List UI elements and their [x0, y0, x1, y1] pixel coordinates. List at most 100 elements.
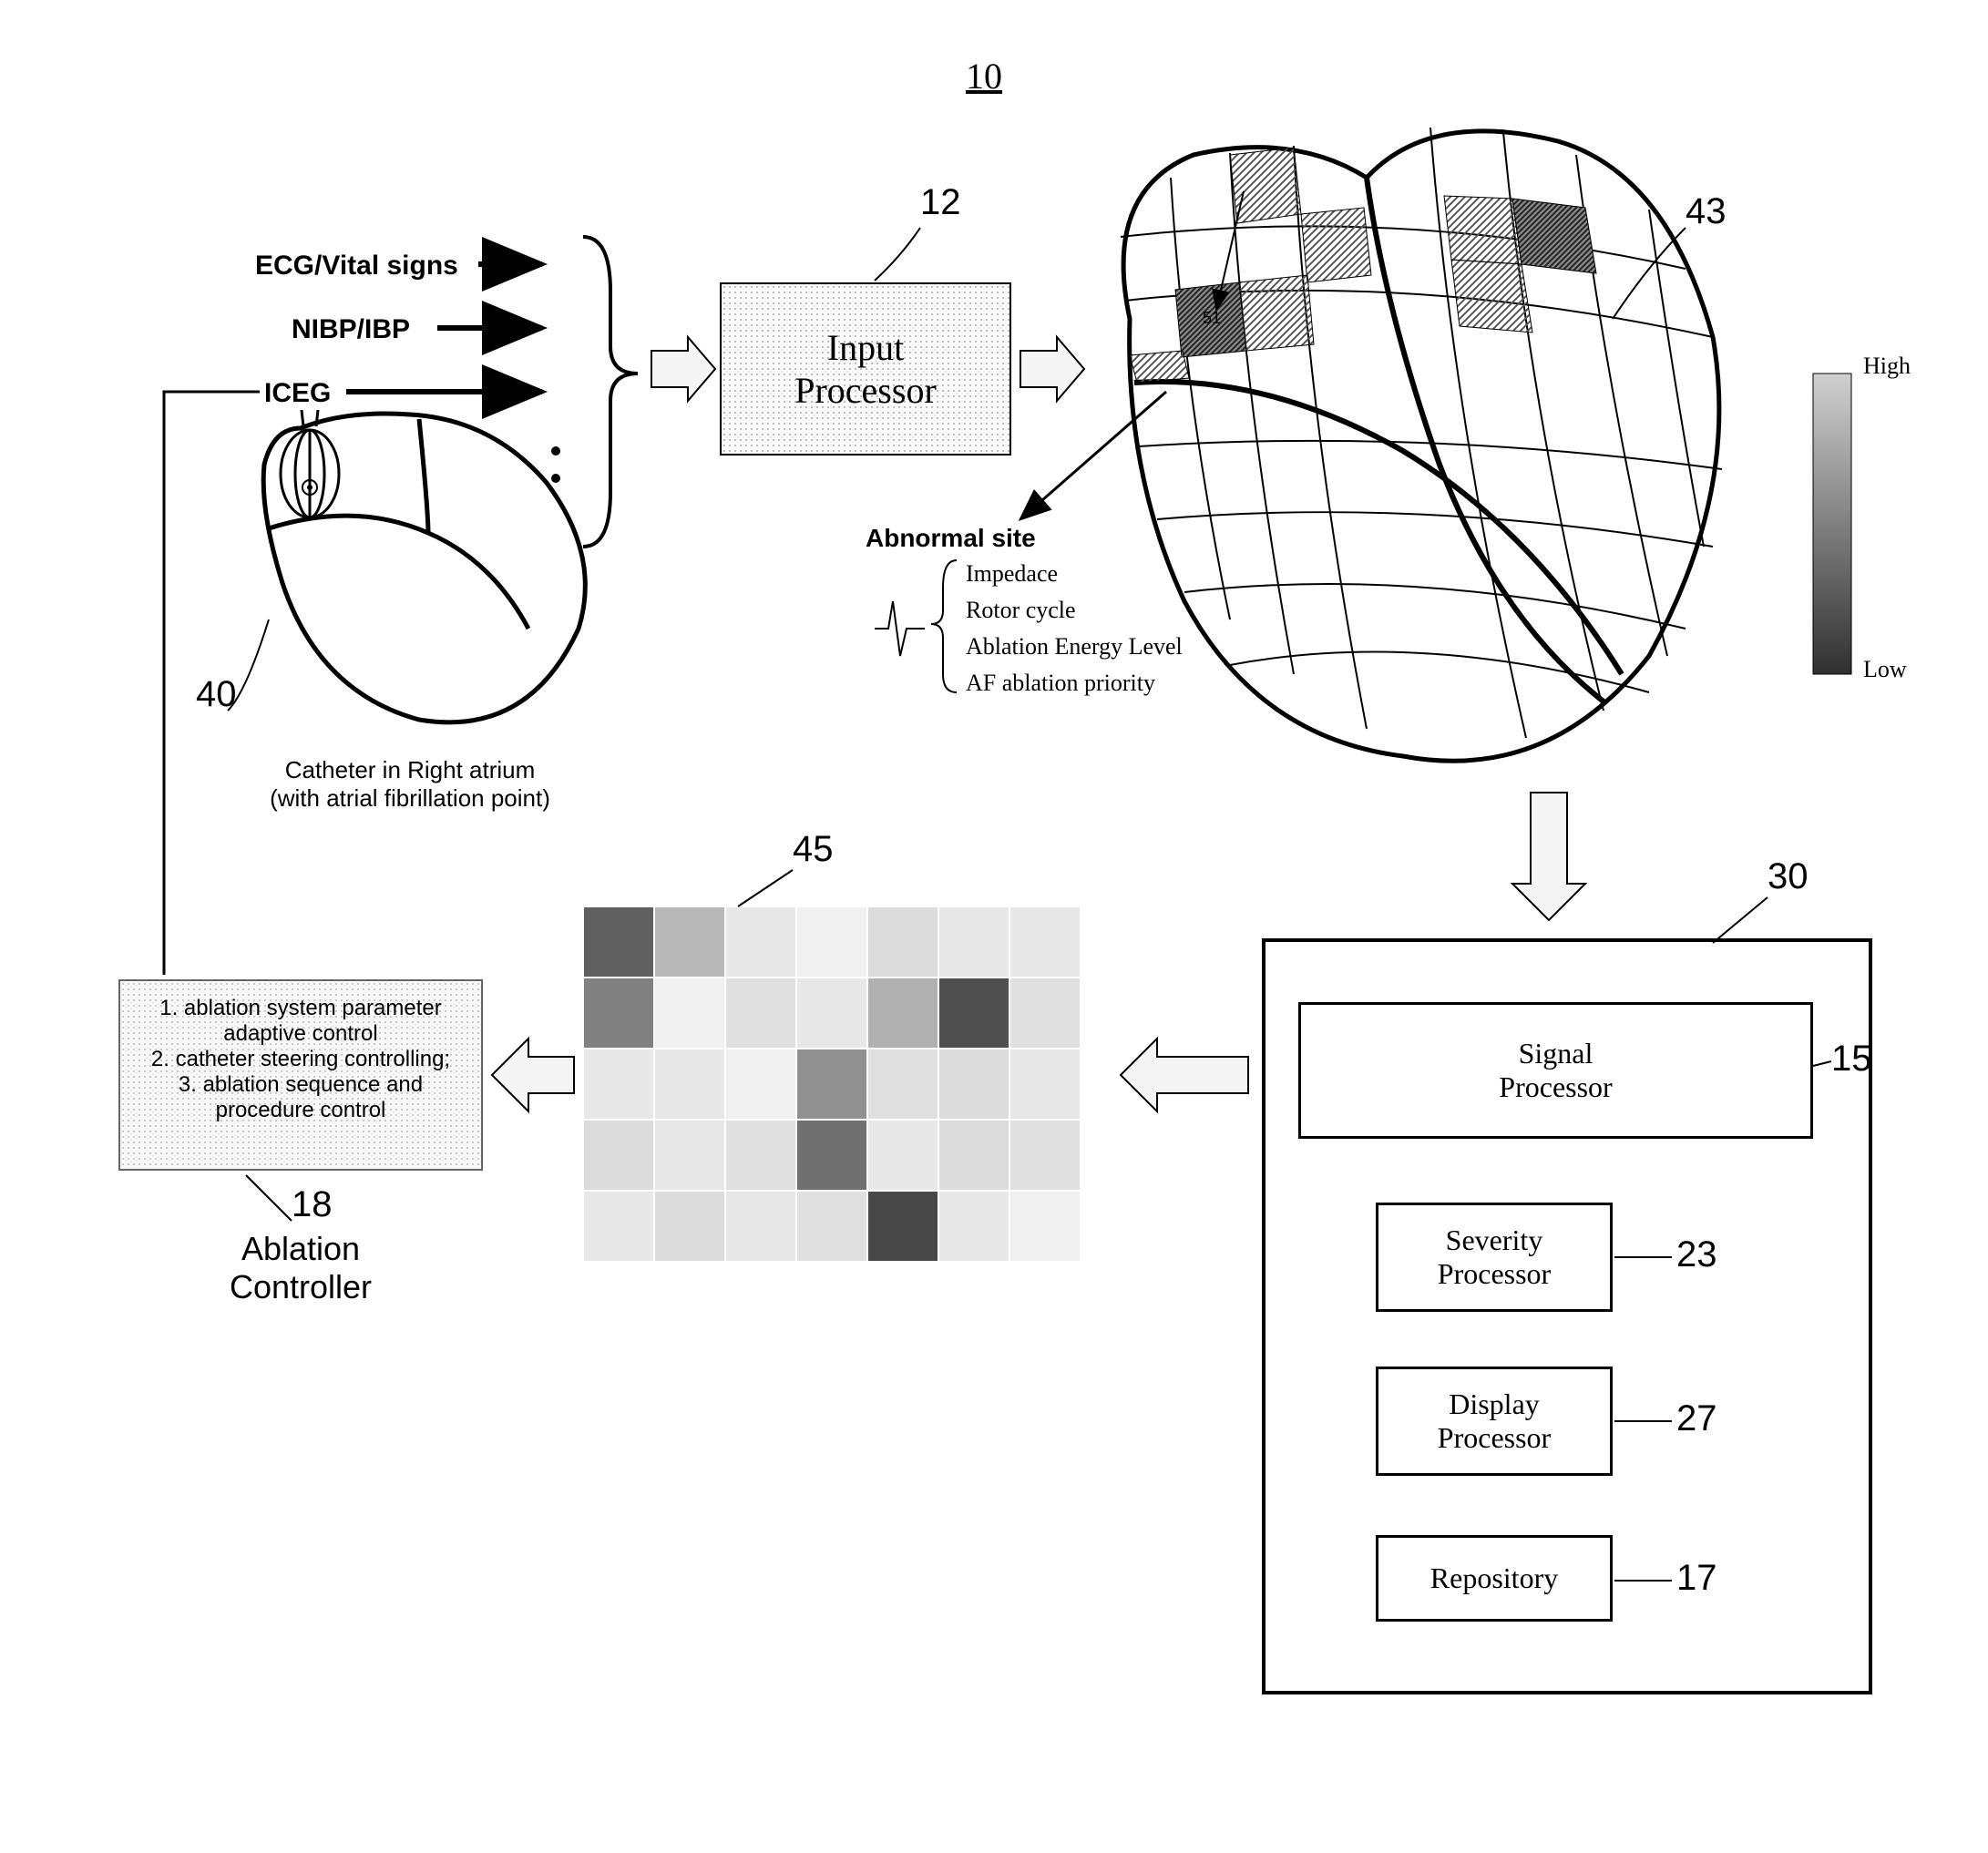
legend-high: High: [1863, 353, 1911, 380]
ref-30: 30: [1768, 856, 1809, 897]
ablation-controller-box: 1. ablation system parameter adaptive co…: [118, 979, 483, 1171]
heatmap-cell: [938, 1049, 1009, 1120]
block-arrow-3: [1512, 793, 1585, 920]
large-heart-icon: [1121, 128, 1722, 761]
ecg-spike-icon: [875, 601, 925, 656]
heatmap-cell: [867, 906, 938, 978]
ref-23: 23: [1676, 1234, 1717, 1275]
heatmap-cell: [725, 978, 796, 1049]
heatmap-cell: [654, 1049, 725, 1120]
display-l2: Processor: [1438, 1421, 1551, 1455]
leader-45: [738, 870, 793, 906]
heatmap-cell: [583, 1191, 654, 1262]
heatmap-cell: [583, 1049, 654, 1120]
heatmap-cell: [583, 1120, 654, 1191]
ablation-title: Ablation Controller: [196, 1230, 405, 1306]
heatmap-cell: [725, 1120, 796, 1191]
ablation-title-1: Ablation: [196, 1230, 405, 1268]
heatmap-cell: [654, 978, 725, 1049]
ablation-line2: adaptive control: [135, 1021, 466, 1047]
ref-43: 43: [1686, 191, 1727, 232]
heatmap-cell: [796, 978, 867, 1049]
heatmap-cell: [867, 1120, 938, 1191]
ablation-line5: procedure control: [135, 1098, 466, 1123]
block-arrow-5: [492, 1039, 574, 1111]
ablation-line4: 3. ablation sequence and: [135, 1072, 466, 1098]
input-processor-label-1: Input: [827, 326, 904, 369]
input-processor-box: Input Processor: [720, 282, 1011, 456]
display-processor-box: Display Processor: [1376, 1367, 1613, 1476]
heatmap-grid: [583, 906, 1081, 1262]
ablation-line1: 1. ablation system parameter: [135, 996, 466, 1021]
heatmap-cell: [1009, 978, 1081, 1049]
repository-box: Repository: [1376, 1535, 1613, 1622]
heatmap-cell: [725, 1191, 796, 1262]
signal-processor-l2: Processor: [1499, 1070, 1612, 1104]
signal-nibp: NIBP/IBP: [292, 314, 410, 345]
caption-l1: Catheter in Right atrium: [246, 756, 574, 784]
display-l1: Display: [1449, 1387, 1540, 1421]
signal-iceg: ICEG: [264, 378, 331, 409]
ref-18: 18: [292, 1184, 333, 1225]
ref-12: 12: [920, 182, 961, 223]
site-51-marker: 51: [1203, 309, 1221, 327]
abnormal-item-3: AF ablation priority: [966, 670, 1155, 697]
abnormal-title: Abnormal site: [866, 524, 1036, 553]
severity-l1: Severity: [1446, 1223, 1543, 1257]
heatmap-cell: [583, 906, 654, 978]
leader-18: [246, 1175, 292, 1221]
legend-gradient: [1813, 374, 1851, 674]
heatmap-cell: [867, 978, 938, 1049]
heatmap-cell: [1009, 1049, 1081, 1120]
heatmap-cell: [1009, 906, 1081, 978]
caption-l2: (with atrial fibrillation point): [246, 784, 574, 813]
severity-processor-box: Severity Processor: [1376, 1203, 1613, 1312]
signal-processor-l1: Signal: [1519, 1037, 1593, 1070]
curly-brace-signals: [583, 237, 638, 547]
heatmap-cell: [583, 978, 654, 1049]
block-arrow-4: [1121, 1039, 1248, 1111]
heatmap-cell: [725, 906, 796, 978]
ref-15: 15: [1831, 1039, 1872, 1080]
severity-l2: Processor: [1438, 1257, 1551, 1291]
heatmap-cell: [654, 906, 725, 978]
heatmap-cell: [796, 1191, 867, 1262]
heatmap-cell: [725, 1049, 796, 1120]
ref-17: 17: [1676, 1558, 1717, 1599]
abnormal-arrow: [1020, 392, 1166, 519]
legend-low: Low: [1863, 656, 1907, 683]
heatmap-cell: [938, 1120, 1009, 1191]
figure-number: 10: [966, 55, 1002, 97]
ref-51: 51: [1230, 150, 1271, 191]
heatmap-cell: [796, 1049, 867, 1120]
ref-40: 40: [196, 674, 237, 715]
heatmap-cell: [796, 1120, 867, 1191]
leader-43: [1613, 228, 1686, 319]
abnormal-item-2: Ablation Energy Level: [966, 633, 1183, 660]
block-arrow-2: [1020, 337, 1084, 401]
signal-processor-box: Signal Processor: [1298, 1002, 1813, 1139]
ref-45: 45: [793, 829, 834, 870]
abnormal-item-1: Rotor cycle: [966, 597, 1076, 624]
leader-51: [1216, 191, 1244, 310]
abnormal-item-0: Impedace: [966, 560, 1058, 588]
heatmap-cell: [654, 1191, 725, 1262]
heatmap-cell: [867, 1191, 938, 1262]
leader-30: [1713, 897, 1768, 943]
heatmap-cell: [938, 906, 1009, 978]
ablation-line3: 2. catheter steering controlling;: [135, 1047, 466, 1072]
ablation-title-2: Controller: [196, 1268, 405, 1306]
heatmap-cell: [938, 1191, 1009, 1262]
diagram-canvas: 10 ECG/Vital signs NIBP/IBP ICEG Input P…: [36, 36, 1950, 1813]
heatmap-cell: [1009, 1191, 1081, 1262]
ref-27: 27: [1676, 1398, 1717, 1439]
repository-label: Repository: [1430, 1561, 1558, 1595]
heatmap-cell: [867, 1049, 938, 1120]
small-heart-icon: [263, 410, 585, 722]
heatmap-cell: [1009, 1120, 1081, 1191]
curly-brace-abnormal: [931, 560, 957, 692]
heatmap-cell: [796, 906, 867, 978]
heatmap-cell: [654, 1120, 725, 1191]
input-processor-label-2: Processor: [794, 369, 937, 412]
heart-small-caption: Catheter in Right atrium (with atrial fi…: [246, 756, 574, 813]
